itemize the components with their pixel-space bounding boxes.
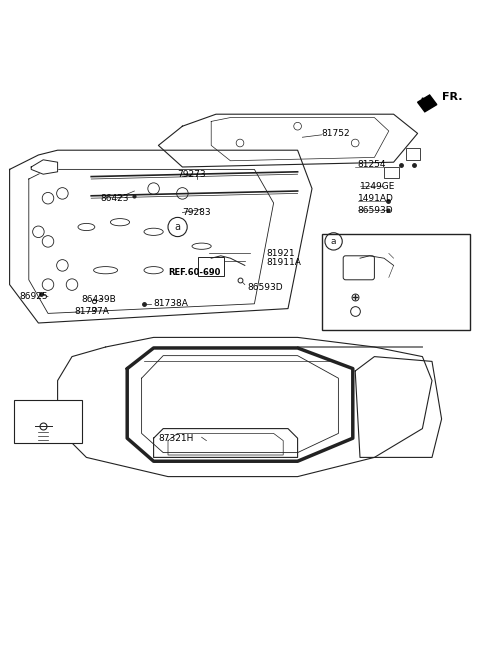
Text: 79273: 79273 [178, 170, 206, 179]
Text: 79283: 79283 [182, 208, 211, 217]
Text: 81738A: 81738A [154, 299, 189, 308]
FancyBboxPatch shape [198, 257, 224, 276]
Text: 86423: 86423 [101, 194, 129, 203]
Text: 87321H: 87321H [158, 433, 194, 443]
Text: FR.: FR. [442, 92, 462, 103]
Text: 86925: 86925 [19, 292, 48, 301]
Text: 81254: 81254 [358, 160, 386, 169]
FancyBboxPatch shape [322, 234, 470, 330]
FancyBboxPatch shape [384, 167, 399, 178]
FancyBboxPatch shape [343, 256, 374, 280]
Text: REF.60-690: REF.60-690 [168, 268, 220, 277]
Polygon shape [31, 160, 58, 174]
Text: 86439B: 86439B [82, 295, 116, 304]
Polygon shape [418, 95, 437, 112]
Text: 1125DA: 1125DA [370, 295, 403, 304]
Text: a: a [175, 222, 180, 232]
Text: 81230: 81230 [391, 249, 418, 258]
Text: 81921: 81921 [266, 249, 295, 258]
Text: 81737A: 81737A [74, 306, 109, 315]
FancyBboxPatch shape [14, 400, 82, 443]
Text: 1249GE: 1249GE [360, 182, 396, 191]
Text: 1125DA: 1125DA [391, 273, 424, 282]
Text: 1244BA: 1244BA [19, 400, 54, 409]
Text: a: a [331, 237, 336, 246]
Text: 86593D: 86593D [247, 282, 283, 291]
Text: 81210B: 81210B [370, 309, 402, 318]
Text: 1491AD: 1491AD [358, 194, 394, 203]
Text: 81911A: 81911A [266, 258, 301, 267]
Text: 81752: 81752 [322, 129, 350, 138]
FancyBboxPatch shape [406, 148, 420, 160]
Text: 86593D: 86593D [358, 205, 393, 214]
